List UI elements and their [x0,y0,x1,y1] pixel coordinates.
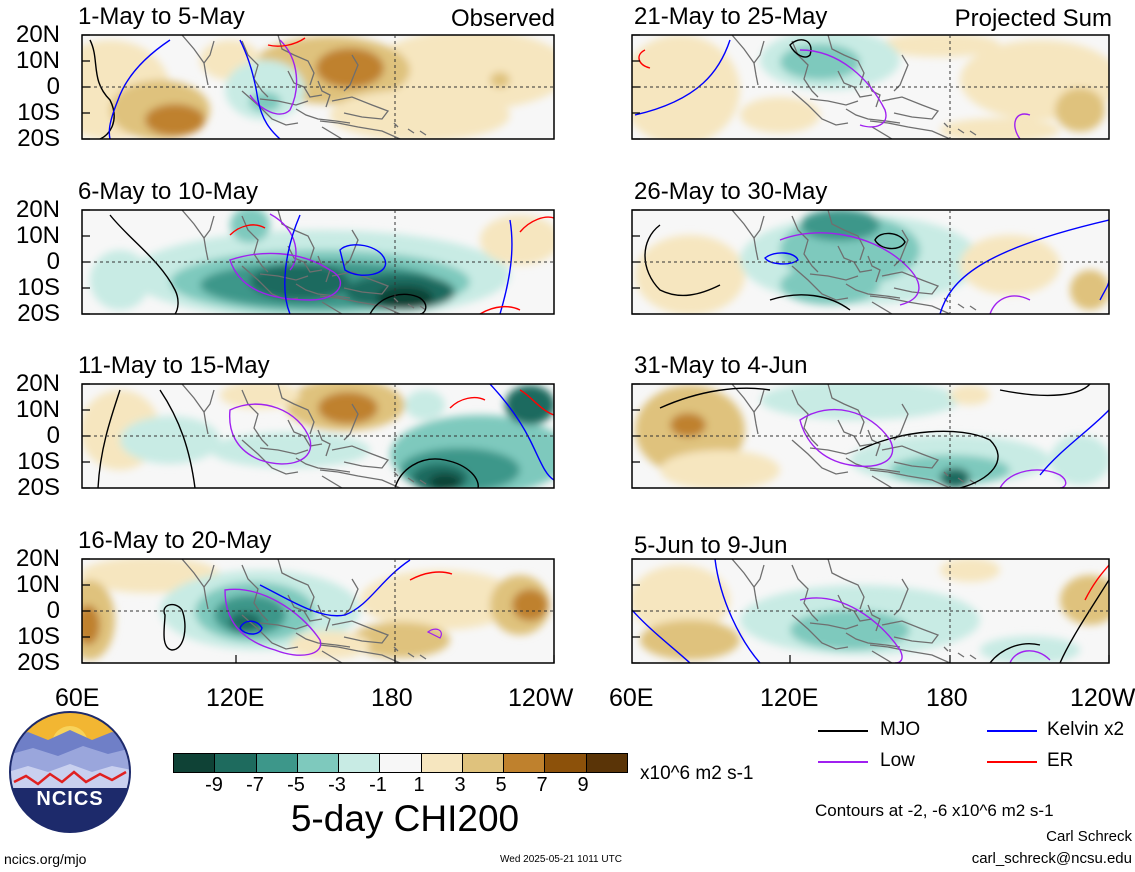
contour-note: Contours at -2, -6 x10^6 m2 s-1 [815,801,1054,820]
colorbar-tick: 3 [454,774,466,796]
footer-author: Carl Schreck [1046,828,1132,845]
colorbar-swatch [503,754,545,772]
map-panels [81,34,1110,664]
map-panel-4 [82,559,554,663]
legend-label-low: Low [880,750,915,771]
colorbar [173,753,628,773]
legend-line-kelvin [987,730,1037,732]
lon-label: 180 [371,684,413,712]
lat-label: 10N [15,571,60,598]
panel-title-7: 31-May to 4-Jun [634,352,808,379]
chart-title: 5-day CHI200 [290,798,520,839]
lon-label: 120E [206,684,265,712]
lat-label: 20S [17,300,60,327]
map-panel-3 [82,384,554,488]
colorbar-tick: 7 [536,774,548,796]
ncics-logo [9,711,131,833]
legend-line-mjo [818,730,868,732]
panel-title-2: 6-May to 10-May [78,178,259,205]
colorbar-tick: -7 [246,774,264,796]
lat-label: 10N [15,47,60,74]
panel-label-observed: Observed [450,5,555,32]
lat-label: 20N [15,545,60,572]
panel-title-1: 1-May to 5-May [78,3,245,30]
panel-title-6: 26-May to 30-May [634,178,828,205]
colorbar-tick: -1 [369,774,387,796]
colorbar-swatch [544,754,586,772]
map-panel-6 [632,210,1109,314]
colorbar-swatch [461,754,504,772]
colorbar-tick: 5 [495,774,507,796]
lon-label: 60E [55,684,100,712]
lat-label: 10S [17,274,60,301]
equator-lines [82,35,1109,663]
lat-label: 20N [15,196,60,223]
lat-label: 10S [17,448,60,475]
panel-title-5: 21-May to 25-May [634,3,828,30]
map-panel-2 [82,210,554,314]
lon-label: 60E [609,684,654,712]
colorbar-swatch [255,754,297,772]
map-panel-7 [632,384,1109,488]
lat-label: 20N [15,370,60,397]
colorbar-swatch [296,754,339,772]
colorbar-tick: -9 [205,774,223,796]
colorbar-swatch [585,754,627,772]
colorbar-swatch [214,754,256,772]
panel-title-4: 16-May to 20-May [78,527,272,554]
legend-line-er [987,761,1037,763]
panel-label-projected: Projected Sum [954,5,1112,32]
lat-label: 20S [17,649,60,676]
lat-label: 20S [17,474,60,501]
colorbar-tick: -3 [328,774,346,796]
colorbar-swatch [379,754,421,772]
lon-label: 180 [926,684,968,712]
map-panel-5 [632,35,1109,139]
legend-label-kelvin: Kelvin x2 [1047,719,1125,740]
footer-url: ncics.org/mjo [4,851,87,867]
colorbar-tick: 9 [577,774,589,796]
colorbar-swatch [174,754,215,772]
lat-label: 10N [15,396,60,423]
footer-email: carl_schreck@ncsu.edu [971,850,1132,867]
lat-label: 0 [46,422,60,449]
footer-timestamp: Wed 2025-05-21 1011 UTC [500,854,622,865]
lat-label: 10S [17,99,60,126]
panel-title-8: 5-Jun to 9-Jun [634,532,788,559]
lat-label: 20S [17,125,60,152]
colorbar-units: x10^6 m2 s-1 [640,763,754,784]
lat-label: 0 [46,73,60,100]
axis-ticks [82,34,1110,664]
lat-label: 10N [15,222,60,249]
legend-line-low [818,761,868,763]
colorbar-swatch [338,754,380,772]
lat-label: 10S [17,623,60,650]
legend-label-mjo: MJO [880,719,921,740]
colorbar-tick: 1 [413,774,425,796]
lat-label: 20N [15,21,60,48]
map-panel-1 [82,35,554,139]
legend-label-er: ER [1047,750,1074,771]
lon-label: 120E [760,684,819,712]
colorbar-swatch [420,754,462,772]
lon-label: 120W [1070,684,1135,712]
lat-label: 0 [46,597,60,624]
logo-text: NCICS [36,788,104,810]
colorbar-tick: -5 [287,774,305,796]
lon-label: 120W [508,684,574,712]
lat-label: 0 [46,248,60,275]
panel-title-3: 11-May to 15-May [78,352,270,379]
